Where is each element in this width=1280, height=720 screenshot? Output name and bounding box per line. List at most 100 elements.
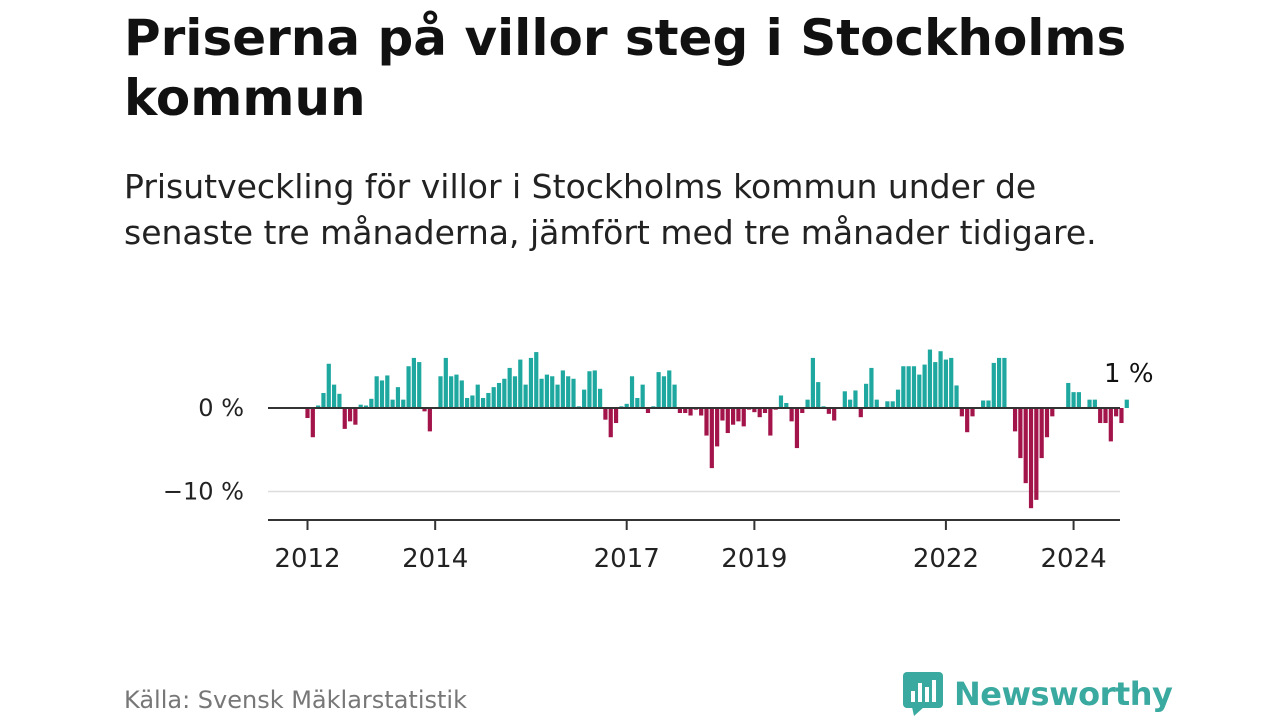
bar [491, 387, 496, 409]
bar [699, 408, 704, 416]
bar [1098, 408, 1103, 424]
bar [316, 405, 321, 408]
bar [943, 359, 948, 408]
bar [906, 366, 911, 408]
bar [997, 357, 1002, 408]
bar [720, 408, 725, 421]
bar [629, 376, 635, 408]
bar [624, 403, 629, 408]
bar [1119, 408, 1124, 424]
bar [810, 357, 815, 408]
bar [544, 374, 549, 408]
bar [954, 385, 959, 408]
bar [1066, 382, 1071, 408]
bar [805, 399, 810, 408]
bar [353, 408, 358, 425]
bar [443, 357, 448, 408]
bar [1087, 399, 1092, 408]
bar [321, 392, 326, 408]
bar [949, 357, 954, 408]
bar [970, 408, 975, 417]
bar [661, 376, 667, 408]
bar [789, 408, 794, 422]
bar [1076, 392, 1081, 408]
bar [449, 376, 454, 408]
bar [667, 370, 672, 408]
bar [635, 397, 640, 408]
newsworthy-logo-icon [903, 672, 943, 716]
chart-title: Priserna på villor steg i Stockholms kom… [124, 9, 1127, 127]
bar [1092, 399, 1097, 408]
bar [374, 376, 379, 408]
bar [1018, 408, 1023, 459]
bar [598, 388, 603, 408]
bar [715, 408, 720, 447]
bar [310, 408, 315, 438]
last-value-annotation: 1 % [1104, 359, 1154, 389]
bar [731, 408, 736, 425]
bar [1071, 392, 1076, 408]
bar [369, 398, 374, 408]
x-tick-label: 2019 [721, 544, 787, 574]
bar [411, 357, 416, 408]
bar [869, 367, 874, 408]
bar [496, 382, 502, 408]
bar [848, 399, 853, 408]
bar [342, 408, 347, 429]
x-tick-label: 2012 [274, 544, 340, 574]
bar [358, 404, 363, 408]
bar [1050, 408, 1055, 417]
bar [927, 349, 933, 408]
bar [832, 408, 837, 421]
bar [816, 382, 821, 408]
bar [1023, 408, 1028, 484]
bar [571, 378, 576, 408]
bar [794, 408, 800, 449]
bar [938, 351, 943, 408]
bar [1044, 408, 1050, 438]
bar [741, 408, 746, 427]
bar [486, 392, 491, 408]
bar [826, 408, 831, 414]
bar [587, 371, 592, 408]
bar [933, 362, 938, 408]
bar [454, 374, 459, 408]
bar [539, 378, 544, 408]
bar [528, 357, 534, 408]
bar [422, 408, 427, 412]
bar [784, 402, 789, 408]
bar [475, 384, 480, 408]
bar [683, 408, 688, 414]
source-note: Källa: Svensk Mäklarstatistik [124, 686, 467, 714]
bar [901, 366, 906, 408]
bar [613, 408, 619, 424]
bar [725, 408, 730, 434]
bar [395, 387, 401, 409]
bar [890, 401, 895, 408]
x-tick-label: 2022 [913, 544, 979, 574]
bar [885, 401, 890, 408]
bar [986, 400, 991, 408]
bar [768, 408, 773, 436]
bar [965, 408, 970, 433]
bar [704, 408, 709, 436]
bar [534, 352, 539, 408]
bar [922, 364, 927, 408]
bar [981, 400, 986, 408]
bar [853, 390, 858, 408]
bar [858, 408, 863, 418]
bar [762, 408, 768, 414]
bar [1034, 408, 1039, 500]
x-tick-label: 2024 [1040, 544, 1106, 574]
bar [800, 408, 805, 414]
brand-logo: Newsworthy [902, 670, 1173, 718]
x-tick-label: 2017 [594, 544, 660, 574]
bar [736, 408, 741, 422]
bar [656, 372, 661, 408]
bar [842, 391, 847, 408]
bar [864, 383, 869, 408]
bar [555, 384, 560, 408]
brand-name: Newsworthy [954, 675, 1173, 713]
bar [1103, 408, 1108, 424]
